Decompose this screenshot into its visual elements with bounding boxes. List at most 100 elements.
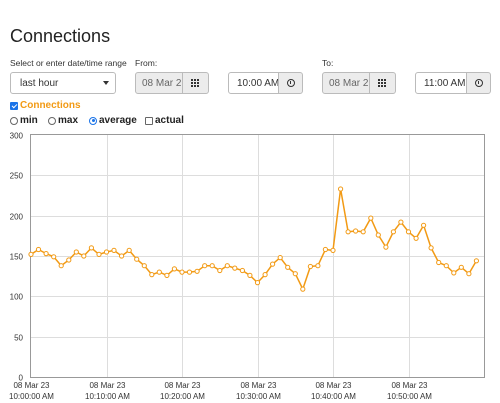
to-clock-button[interactable]: [466, 72, 491, 94]
series-toggle[interactable]: Connections: [10, 100, 81, 111]
data-point[interactable]: [436, 259, 442, 266]
data-point[interactable]: [330, 247, 336, 253]
data-point[interactable]: [217, 267, 223, 274]
data-point[interactable]: [421, 222, 427, 228]
data-point[interactable]: [239, 267, 245, 274]
from-time-value: 10:00 AM: [237, 77, 279, 89]
data-point[interactable]: [134, 256, 140, 262]
data-point[interactable]: [126, 247, 132, 253]
range-select-value: last hour: [20, 77, 59, 89]
y-tick-label: 250: [10, 172, 24, 181]
calendar-icon: [378, 79, 387, 87]
data-point[interactable]: [156, 269, 162, 275]
data-point[interactable]: [383, 244, 389, 250]
data-point[interactable]: [292, 271, 298, 277]
from-date-input[interactable]: 08 Mar 2: [135, 72, 183, 94]
from-calendar-button[interactable]: [182, 72, 209, 94]
data-point[interactable]: [51, 254, 57, 260]
min-radio[interactable]: [10, 116, 18, 125]
data-point[interactable]: [322, 246, 328, 253]
option-min[interactable]: min: [10, 115, 38, 126]
to-label: To:: [322, 58, 334, 68]
data-point[interactable]: [254, 280, 261, 286]
y-tick-label: 50: [14, 334, 23, 343]
to-calendar-button[interactable]: [369, 72, 396, 94]
data-point[interactable]: [209, 263, 215, 269]
data-point[interactable]: [458, 264, 464, 270]
data-point[interactable]: [353, 228, 359, 234]
max-radio[interactable]: [48, 116, 56, 125]
data-point[interactable]: [473, 258, 479, 264]
x-tick-time: 10:10:00 AM: [85, 392, 130, 401]
data-point[interactable]: [360, 229, 366, 235]
data-point[interactable]: [451, 270, 457, 276]
from-date-value: 08 Mar 2: [142, 77, 182, 89]
data-point[interactable]: [375, 232, 381, 238]
data-point[interactable]: [232, 265, 238, 271]
data-point[interactable]: [338, 186, 344, 192]
to-date-input[interactable]: 08 Mar 2: [322, 72, 370, 94]
data-point[interactable]: [413, 235, 419, 241]
series-checkbox-label: Connections: [20, 100, 81, 111]
data-point[interactable]: [405, 229, 412, 235]
data-point[interactable]: [443, 263, 449, 269]
data-point[interactable]: [277, 255, 283, 261]
x-tick-time: 10:30:00 AM: [236, 392, 281, 401]
data-point[interactable]: [88, 245, 95, 251]
data-point[interactable]: [66, 257, 72, 263]
range-select[interactable]: last hour: [10, 72, 116, 94]
data-point[interactable]: [202, 263, 208, 269]
y-tick-label: 0: [19, 374, 24, 383]
option-average[interactable]: average: [89, 115, 137, 126]
data-point[interactable]: [111, 247, 117, 253]
data-point[interactable]: [224, 263, 230, 269]
data-point[interactable]: [194, 268, 200, 274]
data-point[interactable]: [149, 272, 155, 278]
x-tick-date: 08 Mar 23: [391, 381, 428, 390]
x-tick-time: 10:40:00 AM: [311, 392, 356, 401]
data-point[interactable]: [58, 263, 64, 269]
data-point[interactable]: [141, 263, 147, 269]
option-min-label: min: [20, 115, 38, 126]
data-point[interactable]: [270, 261, 276, 267]
to-date-value: 08 Mar 2: [329, 77, 369, 89]
data-point[interactable]: [186, 269, 193, 275]
data-point[interactable]: [300, 286, 306, 292]
data-point[interactable]: [428, 245, 434, 251]
data-point[interactable]: [315, 263, 321, 269]
to-time-input[interactable]: 11:00 AM: [415, 72, 467, 94]
range-label: Select or enter date/time range: [10, 58, 127, 68]
data-point[interactable]: [164, 272, 170, 278]
data-point[interactable]: [43, 251, 49, 257]
data-point[interactable]: [96, 251, 102, 257]
data-point[interactable]: [398, 219, 404, 225]
from-clock-button[interactable]: [278, 72, 303, 94]
option-actual[interactable]: actual: [145, 115, 184, 126]
data-point[interactable]: [73, 249, 79, 255]
data-point[interactable]: [179, 269, 185, 275]
data-point[interactable]: [103, 249, 110, 255]
data-point[interactable]: [81, 253, 87, 259]
data-point[interactable]: [35, 246, 42, 253]
data-point[interactable]: [390, 229, 396, 235]
y-tick-label: 150: [10, 253, 24, 262]
data-point[interactable]: [28, 251, 34, 257]
series-checkbox[interactable]: [10, 101, 18, 110]
data-point[interactable]: [247, 272, 253, 278]
page-title: Connections: [10, 26, 111, 46]
average-radio[interactable]: [89, 116, 97, 125]
y-tick-label: 100: [10, 293, 24, 302]
from-label: From:: [135, 58, 158, 68]
actual-checkbox[interactable]: [145, 116, 153, 125]
data-point[interactable]: [307, 263, 313, 270]
data-point[interactable]: [368, 215, 374, 221]
data-point[interactable]: [466, 271, 472, 277]
data-point[interactable]: [119, 253, 125, 259]
data-point[interactable]: [262, 272, 268, 278]
data-point[interactable]: [345, 229, 351, 235]
x-tick-date: 08 Mar 23: [89, 381, 126, 390]
data-point[interactable]: [285, 264, 291, 270]
data-point[interactable]: [171, 266, 177, 272]
option-max[interactable]: max: [48, 115, 78, 126]
